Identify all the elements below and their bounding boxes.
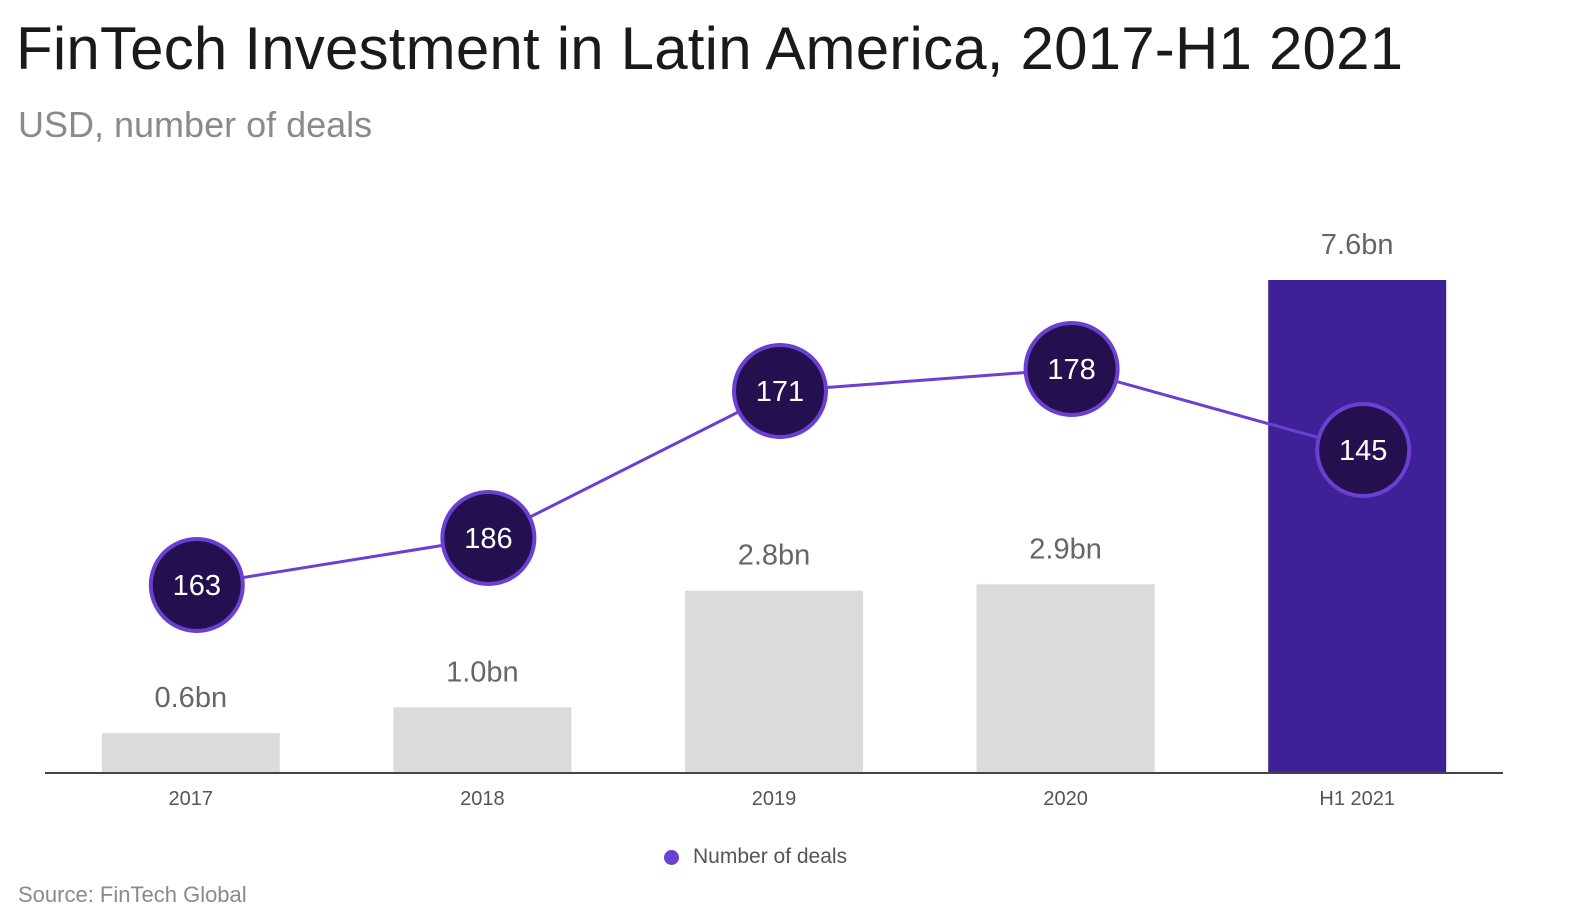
deal-marker-2019 <box>732 343 828 439</box>
deal-count-label: 163 <box>173 570 221 602</box>
x-tick-label: 2020 <box>1043 788 1088 810</box>
x-tick-label: 2017 <box>169 788 214 810</box>
x-tick-label: 2018 <box>460 788 505 810</box>
bar-2018 <box>393 707 572 772</box>
deal-count-label: 145 <box>1339 435 1387 467</box>
deal-count-label: 178 <box>1047 354 1095 386</box>
source-note: Source: FinTech Global <box>18 882 247 907</box>
legend: Number of deals <box>664 845 847 869</box>
bar-2017 <box>101 733 280 772</box>
x-tick-labels: 2017 2018 2019 2020 H1 2021 <box>169 788 1395 810</box>
legend-deals-label: Number of deals <box>693 845 848 868</box>
bar-value-label: 7.6bn <box>1321 229 1394 261</box>
deal-marker-2018 <box>440 490 537 586</box>
bar-value-label: 2.8bn <box>738 540 811 572</box>
deal-count-label: 186 <box>464 523 512 555</box>
x-tick-label: 2019 <box>752 788 797 810</box>
deal-count-label: 171 <box>756 376 804 408</box>
chart-subtitle: USD, number of deals <box>18 104 373 145</box>
chart-title: FinTech Investment in Latin America, 201… <box>16 15 1404 82</box>
bars-layer: 0.6bn 1.0bn 2.8bn 2.9bn 7.6bn <box>101 229 1447 772</box>
legend-deals-marker <box>664 849 679 865</box>
x-tick-label: H1 2021 <box>1319 788 1395 810</box>
deals-line-layer: 163 186 171 178 145 <box>148 321 1412 633</box>
bar-value-label: 0.6bn <box>155 682 228 714</box>
bar-h1-2021 <box>1268 280 1447 772</box>
deal-marker-h1-2021 <box>1315 402 1412 498</box>
bar-value-label: 1.0bn <box>446 656 519 688</box>
bar-value-label: 2.9bn <box>1029 533 1102 565</box>
deal-marker-2017 <box>148 537 245 633</box>
bar-2019 <box>685 590 863 772</box>
bar-2020 <box>976 584 1155 772</box>
deal-marker-2020 <box>1023 321 1120 417</box>
